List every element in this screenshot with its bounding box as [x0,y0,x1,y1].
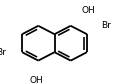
Text: OH: OH [29,76,43,84]
Text: OH: OH [82,6,95,15]
Text: Br: Br [101,21,111,30]
Text: Br: Br [0,48,7,57]
